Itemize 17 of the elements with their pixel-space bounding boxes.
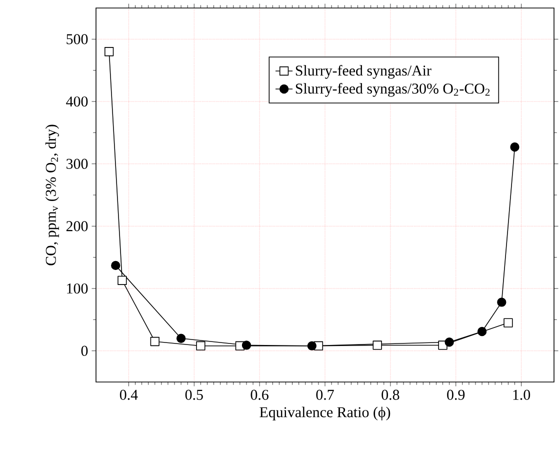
y-axis-title: CO, ppm$_{v}$ (3% O$_{2}$, dry)	[45, 124, 59, 266]
x-axis-title: Equivalence Ratio (ϕ)	[260, 406, 390, 420]
y-tick-label: 200	[66, 221, 88, 232]
y-tick-label: 500	[66, 34, 88, 44]
y-tick-label: 300	[66, 158, 88, 169]
x-tick-label: 1.0	[513, 390, 530, 400]
x-tick-label: 0.4	[120, 390, 138, 400]
x-tick-label: 0.9	[447, 390, 465, 400]
x-tick-label: 0.6	[250, 390, 268, 400]
y-tick-label: 400	[66, 96, 88, 107]
y-tick-label: 100	[67, 283, 88, 294]
x-tick-label: 0.7	[316, 390, 334, 400]
y-tick-label: 0	[81, 346, 88, 356]
legend-label: Slurry-feed syngas/Air	[296, 65, 432, 79]
x-tick-label: 0.5	[185, 390, 203, 400]
legend-label: Slurry-feed syngas/30% O$_{2}$-CO$_{2}$	[296, 82, 490, 97]
x-tick-label: 0.8	[382, 390, 400, 400]
